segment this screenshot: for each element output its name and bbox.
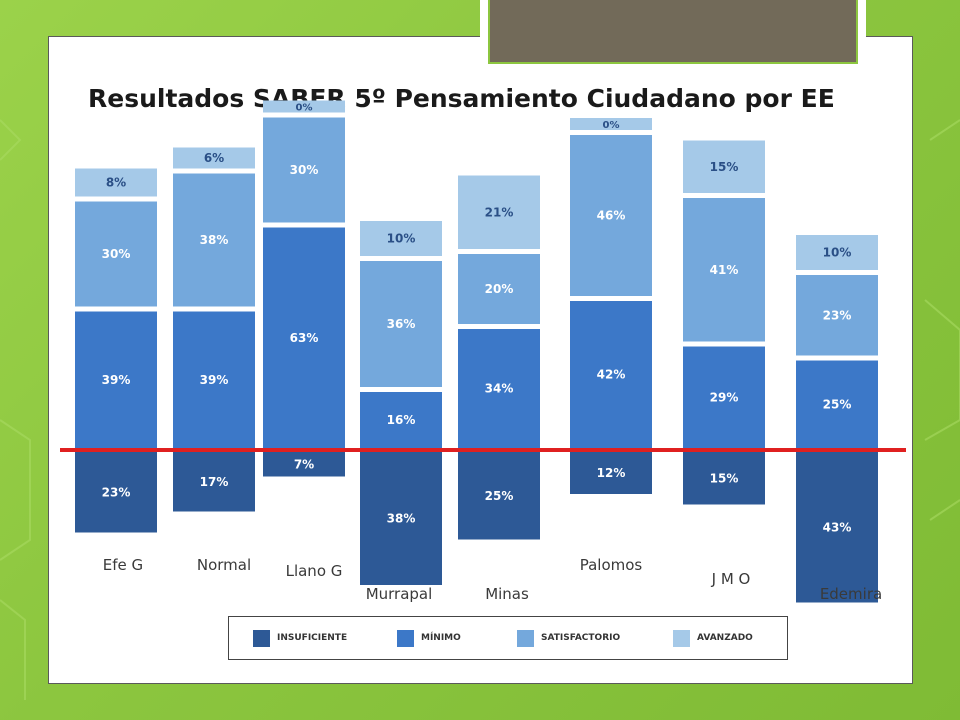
bar-group: 25% 34% 20% 21% Minas: [458, 175, 540, 603]
data-label: 23%: [102, 485, 131, 499]
data-label: 41%: [710, 263, 739, 277]
bar-segment-avanzado: [75, 168, 157, 197]
bar-segment-minimo: [75, 311, 157, 448]
bar-segment-avanzado: [173, 147, 255, 169]
bar-segment-avanzado: [796, 235, 878, 270]
bar-segment-minimo: [683, 346, 765, 448]
data-label: 30%: [290, 163, 319, 177]
data-label: 16%: [387, 413, 416, 427]
legend-label: MÍNIMO: [421, 633, 461, 643]
bar-group: 7% 63% 30% 0% Llano G: [263, 100, 345, 580]
bar-segment-minimo: [458, 329, 540, 448]
bar-segment-minimo: [173, 311, 255, 448]
bar-segment-insuficiente: [263, 452, 345, 477]
data-label: 10%: [823, 246, 852, 260]
data-label: 34%: [485, 382, 514, 396]
bar-segment-avanzado: [360, 221, 442, 256]
category-label: Normal: [197, 556, 251, 574]
bar-group: 43% 25% 23% 10% Edemira: [796, 235, 882, 603]
bar-segment-insuficiente: [683, 452, 765, 505]
legend-item-avanzado: AVANZADO: [673, 629, 753, 647]
data-label: 25%: [823, 397, 852, 411]
bar-segment-satisfactorio: [570, 135, 652, 296]
bar-segment-satisfactorio: [458, 254, 540, 324]
bar-group: 23% 39% 30% 8% Efe G: [75, 168, 157, 574]
legend-label: AVANZADO: [697, 633, 753, 643]
data-label: 42%: [597, 368, 626, 382]
data-label: 15%: [710, 160, 739, 174]
data-label: 29%: [710, 390, 739, 404]
category-label: Minas: [485, 585, 529, 603]
category-label: J M O: [711, 570, 751, 588]
bar-segment-avanzado: [683, 140, 765, 193]
category-label: Edemira: [820, 585, 882, 603]
legend-label: SATISFACTORIO: [541, 633, 621, 643]
bar-segment-avanzado: [458, 175, 540, 249]
category-label: Murrapal: [366, 585, 433, 603]
data-label: 63%: [290, 331, 319, 345]
bar-segment-satisfactorio: [360, 261, 442, 387]
data-label: 7%: [294, 457, 314, 471]
bar-segment-insuficiente: [796, 452, 878, 603]
data-label: 36%: [387, 317, 416, 331]
data-label: 38%: [387, 512, 416, 526]
data-label: 21%: [485, 205, 514, 219]
legend-item-satisfactorio: SATISFACTORIO: [517, 629, 620, 647]
legend-swatch: [517, 629, 534, 647]
bar-segment-insuficiente: [570, 452, 652, 494]
data-label: 0%: [603, 120, 620, 131]
bar-segment-minimo: [796, 360, 878, 448]
data-label: 38%: [200, 233, 229, 247]
bar-segment-insuficiente: [458, 452, 540, 540]
data-label: 23%: [823, 308, 852, 322]
bar-segment-insuficiente: [173, 452, 255, 512]
data-label: 43%: [823, 520, 852, 534]
legend-item-insuficiente: INSUFICIENTE: [253, 629, 347, 647]
bar-segment-satisfactorio: [75, 201, 157, 307]
legend-swatch: [397, 629, 414, 647]
data-label: 0%: [296, 103, 313, 114]
bar-group: 17% 39% 38% 6% Normal: [173, 147, 255, 574]
category-label: Palomos: [580, 556, 643, 574]
data-label: 30%: [102, 247, 131, 261]
bar-group: 15% 29% 41% 15% J M O: [683, 140, 765, 588]
bar-segment-insuficiente: [360, 452, 442, 585]
bar-segment-avanzado: [263, 100, 345, 113]
data-label: 39%: [200, 373, 229, 387]
data-label: 10%: [387, 232, 416, 246]
data-label: 25%: [485, 489, 514, 503]
bar-segment-satisfactorio: [173, 173, 255, 307]
category-label: Efe G: [103, 556, 143, 574]
bar-segment-insuficiente: [75, 452, 157, 533]
legend-item-minimo: MÍNIMO: [397, 629, 461, 647]
bar-group: 38% 16% 36% 10% Murrapal: [360, 221, 442, 603]
bar-segment-avanzado: [570, 118, 652, 130]
category-label: Llano G: [286, 562, 343, 580]
data-label: 20%: [485, 282, 514, 296]
page-title: Resultados SABER 5º Pensamiento Ciudadan…: [88, 84, 835, 113]
corner-decoration: [480, 0, 866, 72]
bar-group: 12% 42% 46% 0% Palomos: [570, 118, 652, 574]
bar-segment-satisfactorio: [796, 275, 878, 356]
bar-segment-satisfactorio: [263, 117, 345, 223]
data-label: 17%: [200, 475, 229, 489]
chart-legend: INSUFICIENTE MÍNIMO SATISFACTORIO AVANZADO: [228, 616, 788, 660]
legend-label: INSUFICIENTE: [277, 633, 348, 643]
legend-swatch: [673, 629, 690, 647]
corner-decoration-inner: [488, 0, 858, 64]
data-label: 12%: [597, 466, 626, 480]
bar-segment-minimo: [263, 227, 345, 448]
legend-swatch: [253, 629, 270, 647]
bar-segment-minimo: [570, 301, 652, 448]
data-label: 46%: [597, 209, 626, 223]
bar-segment-satisfactorio: [683, 198, 765, 342]
bar-segment-minimo: [360, 392, 442, 448]
data-label: 15%: [710, 471, 739, 485]
data-label: 6%: [204, 151, 224, 165]
data-label: 8%: [106, 176, 126, 190]
data-label: 39%: [102, 373, 131, 387]
